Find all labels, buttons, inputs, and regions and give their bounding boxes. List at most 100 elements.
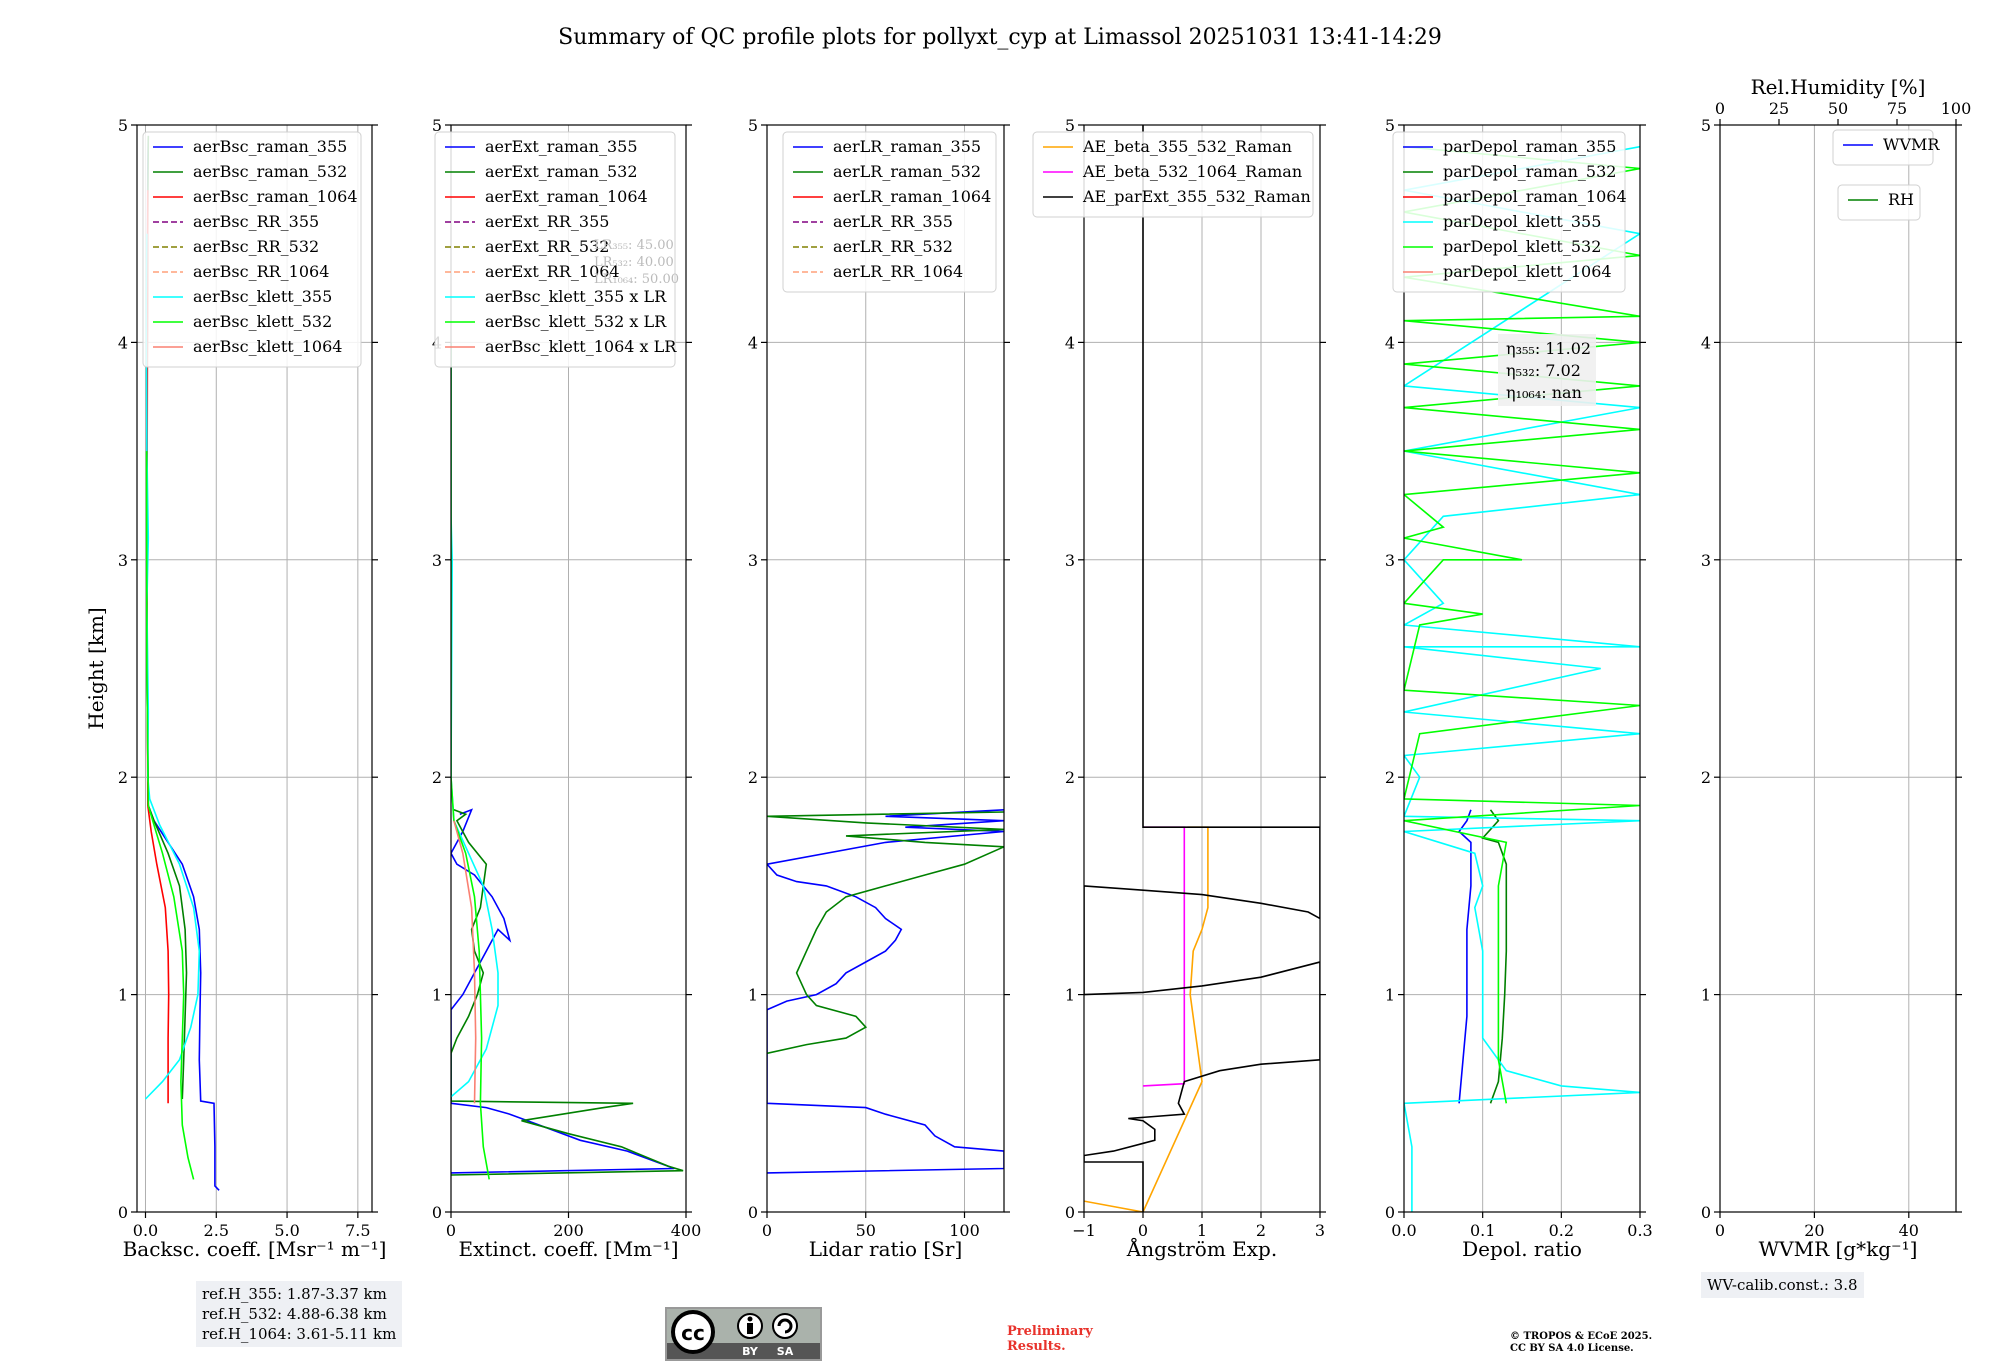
y-tick-label: 1 <box>432 986 442 1005</box>
legend-entry: aerLR_raman_1064 <box>833 187 991 206</box>
x-tick-label: 40 <box>1899 1221 1919 1240</box>
panel-wvmr: 0 20 40 0 1 2 3 4 5 WVMR [g*kg⁻¹] 0 25 50 75 100 Rel.Hu… <box>1701 75 1971 1261</box>
x-axis-label: Extinct. coeff. [Mm⁻¹] <box>458 1237 678 1261</box>
legend-entry: aerLR_RR_1064 <box>833 262 963 281</box>
y-tick-label: 0 <box>1385 1203 1395 1222</box>
series-line <box>767 809 1004 1174</box>
preliminary-line-1: Preliminary <box>1007 1324 1093 1339</box>
legend-entry: parDepol_klett_1064 <box>1443 262 1612 281</box>
legend-entry: AE_beta_532_1064_Raman <box>1082 162 1302 181</box>
reference-heights-box: ref.H_355: 1.87-3.37 km ref.H_532: 4.88-… <box>196 1281 403 1347</box>
y-tick-label: 3 <box>118 551 128 570</box>
x-axis-label: Depol. ratio <box>1462 1237 1582 1261</box>
legend-entry: aerLR_raman_532 <box>833 162 981 181</box>
y-tick-label: 1 <box>1385 986 1395 1005</box>
wv-calibration-box: WV-calib.const.: 3.8 <box>1701 1272 1864 1298</box>
axes-frame <box>1403 124 1641 1213</box>
y-tick-label: 5 <box>118 116 128 135</box>
panel-backscatter: 0.0 2.5 5.0 7.5 0 1 2 3 4 5 Backsc. coeff. [Msr⁻¹ … <box>84 116 386 1261</box>
plot-area <box>1404 145 1640 1212</box>
preliminary-line-2: Results. <box>1007 1339 1066 1354</box>
eta-value: η₁₀₆₄: nan <box>1506 383 1582 402</box>
legend-frame <box>1837 184 1921 221</box>
series-line <box>451 809 684 1176</box>
panel-lidar_ratio: 0 50 100 0 1 2 3 4 5 Lidar ratio [Sr] aerLR_raman_… <box>748 116 1010 1261</box>
x-tick-label: 2.5 <box>204 1221 229 1240</box>
y-tick-label: 1 <box>1065 986 1075 1005</box>
legend: aerExt_raman_355 aerExt_raman_532 aerExt_r… <box>434 131 677 368</box>
legend-entry: AE_beta_355_532_Raman <box>1082 137 1292 156</box>
legend-entry: WVMR <box>1883 135 1940 154</box>
legend-entry: aerBsc_klett_355 <box>193 287 332 306</box>
y-tick-label: 2 <box>748 768 758 787</box>
y-tick-label: 2 <box>118 768 128 787</box>
axes-frame <box>766 124 1005 1213</box>
preliminary-results-label: Preliminary Results. <box>1007 1324 1093 1354</box>
y-tick-label: 0 <box>748 1203 758 1222</box>
secondary-x-tick-label: 75 <box>1887 99 1907 118</box>
cc-by-sa-icon: cc BY SA <box>667 1309 820 1358</box>
legend-entry: aerExt_RR_532 <box>485 237 609 256</box>
legend: aerBsc_raman_355 aerBsc_raman_532 aerBsc_r… <box>142 131 362 368</box>
x-tick-label: −1 <box>1072 1221 1096 1240</box>
series-line <box>453 820 477 1104</box>
legend-entry: aerBsc_klett_532 x LR <box>485 312 667 331</box>
legend-entry: aerLR_RR_355 <box>833 212 953 231</box>
x-tick-label: 0 <box>1715 1221 1725 1240</box>
x-tick-label: 0.0 <box>1391 1221 1416 1240</box>
legend-entry: parDepol_klett_532 <box>1443 237 1601 256</box>
panel-extinction: 0200400012345Extinct. coeff. [Mm⁻¹]aerEx… <box>432 116 701 1261</box>
axes-frame <box>1719 124 1957 1213</box>
y-tick-label: 4 <box>748 333 758 352</box>
copyright-line-1: © TROPOS & ECoE 2025. <box>1510 1331 1653 1342</box>
cc-sa-label: SA <box>777 1345 794 1358</box>
cc-label: cc <box>681 1321 705 1345</box>
secondary-x-axis-label: Rel.Humidity [%] <box>1751 75 1926 99</box>
legend-entry: aerLR_RR_532 <box>833 237 953 256</box>
legend-entry: AE_parExt_355_532_Raman <box>1082 187 1311 206</box>
x-tick-label: 5.0 <box>274 1221 299 1240</box>
legend-entry: parDepol_raman_532 <box>1443 162 1616 181</box>
y-tick-label: 3 <box>1385 551 1395 570</box>
legend-frame <box>1032 131 1314 218</box>
x-tick-label: 2 <box>1256 1221 1266 1240</box>
y-tick-label: 4 <box>1701 333 1711 352</box>
secondary-x-tick-label: 0 <box>1715 99 1725 118</box>
cc-by-label: BY <box>742 1345 759 1358</box>
series-line <box>1142 826 1186 1087</box>
x-tick-label: 3 <box>1315 1221 1325 1240</box>
y-tick-label: 2 <box>1701 768 1711 787</box>
series-line <box>1458 809 1472 1104</box>
legend-frame <box>782 131 997 293</box>
wv-calib-constant: WV-calib.const.: 3.8 <box>1707 1276 1858 1294</box>
x-tick-label: 0 <box>446 1221 456 1240</box>
y-tick-label: 5 <box>1065 116 1075 135</box>
plot-area <box>451 342 684 1180</box>
x-tick-label: 0 <box>762 1221 772 1240</box>
legend-entry: parDepol_raman_1064 <box>1443 187 1627 206</box>
legend: parDepol_raman_355 parDepol_raman_532 parD… <box>1392 131 1627 293</box>
y-tick-label: 1 <box>118 986 128 1005</box>
series-line <box>1084 826 1209 1212</box>
lr-annotation: LR₃₅₅: 45.00 <box>594 238 674 253</box>
x-tick-label: 1 <box>1197 1221 1207 1240</box>
ref-height-1064: ref.H_1064: 3.61-5.11 km <box>202 1325 397 1343</box>
x-tick-label: 0.0 <box>133 1221 158 1240</box>
lr-annotation: LR₁₀₆₄: 50.00 <box>594 272 679 287</box>
lr-annotation: LR₅₃₂: 40.00 <box>594 255 674 270</box>
legend-frame <box>434 131 676 368</box>
x-axis-label: Ångström Exp. <box>1126 1236 1277 1261</box>
y-tick-label: 3 <box>1065 551 1075 570</box>
ref-height-532: ref.H_532: 4.88-6.38 km <box>202 1305 387 1323</box>
x-tick-label: 7.5 <box>345 1221 370 1240</box>
y-tick-label: 1 <box>748 986 758 1005</box>
panel-depol: 0.0 0.1 0.2 0.3 0 1 2 3 4 5 Depol. ratio parDepol_r… <box>1385 116 1653 1261</box>
legend: AE_beta_355_532_Raman AE_beta_532_1064_Ra… <box>1032 131 1314 218</box>
x-tick-label: 20 <box>1804 1221 1824 1240</box>
x-tick-label: 400 <box>671 1221 702 1240</box>
legend-entry: aerBsc_raman_355 <box>193 137 347 156</box>
y-tick-label: 3 <box>1701 551 1711 570</box>
legend-entry: aerBsc_RR_532 <box>193 237 319 256</box>
eta-box <box>1498 334 1596 406</box>
